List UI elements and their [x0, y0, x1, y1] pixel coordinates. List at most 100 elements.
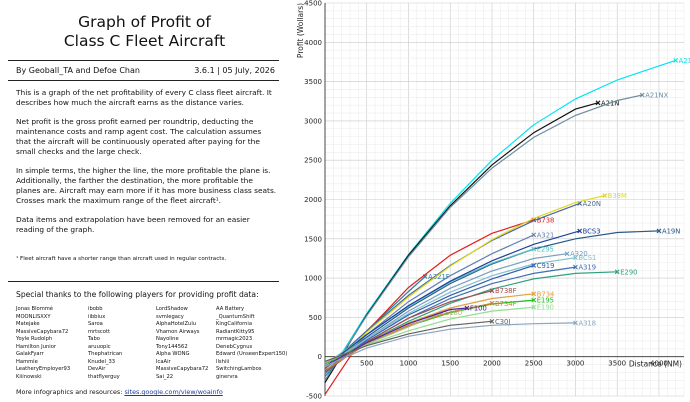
- series-label: C919: [537, 262, 555, 270]
- y-tick-label: 4000: [304, 39, 322, 47]
- series-line: [324, 234, 534, 375]
- range-marker: [489, 288, 495, 294]
- contributor-name: Matejake: [16, 321, 40, 327]
- series-label: A19N: [662, 227, 680, 235]
- y-tick-label: 1500: [304, 235, 322, 243]
- paragraph-1: This is a graph of the net profitability…: [16, 88, 272, 107]
- contributor-name: LordShadow: [156, 306, 188, 312]
- series-label: F100: [470, 304, 487, 312]
- series-line: [324, 271, 618, 365]
- contributor-name: ginervra: [216, 373, 238, 380]
- range-marker: [602, 193, 608, 198]
- contributor-name: Yoyle Rudolph: [16, 336, 53, 342]
- series-label: B734F: [495, 300, 517, 308]
- contributor-name: mrtscott: [88, 328, 111, 335]
- y-axis-label: Profit (Wollars): [296, 3, 305, 58]
- x-axis-label: Distance (NM): [629, 360, 682, 369]
- series-line: [324, 59, 676, 381]
- contributor-name: svmlegacy: [156, 313, 184, 320]
- contributor-name: KingCalifornia: [216, 321, 253, 327]
- y-tick-label: -500: [306, 393, 322, 401]
- series-label: E195: [537, 297, 554, 305]
- x-tick-label: 500: [360, 360, 373, 368]
- range-marker: [531, 304, 537, 310]
- description: This is a graph of the net profitability…: [16, 88, 278, 244]
- authors: By Geoball_TA and Defoe Chan: [16, 66, 140, 75]
- y-tick-label: 4500: [304, 0, 322, 8]
- y-tick-label: 500: [309, 314, 322, 322]
- contributor-name: Knudel_33: [88, 358, 116, 365]
- paragraph-4: Data items and extrapolation have been r…: [16, 215, 250, 234]
- series-line: [324, 290, 493, 373]
- series-line: [324, 320, 493, 362]
- contributor-name: RadiantKitty95: [216, 328, 255, 335]
- contributor-name: Jonas Blommé: [16, 306, 53, 312]
- series-label: C30J: [495, 318, 510, 326]
- series-label: A21NX: [645, 91, 668, 99]
- names-column: LordShadow svmlegacy AlphaHotelZulu Vhamon …: [156, 306, 208, 381]
- contributor-name: Vhamon Airways: [156, 328, 200, 335]
- contributor-name: DenebCygnus: [216, 343, 253, 350]
- series-label: A320: [570, 250, 588, 258]
- paragraph-2: Net profit is the gross profit earned pe…: [16, 117, 262, 156]
- contributor-name: Alpha WONG: [156, 351, 190, 357]
- x-tick-label: 3000: [567, 360, 585, 368]
- contributor-name: LeatheryEmployer93: [16, 366, 71, 372]
- contributor-name: GalakFyarr: [16, 351, 44, 357]
- series-label: A321F: [428, 273, 450, 281]
- info-panel: Graph of Profit of Class C Fleet Aircraf…: [0, 0, 289, 402]
- range-marker: [614, 269, 620, 275]
- series-label: B738: [537, 216, 555, 224]
- y-tick-label: 2000: [304, 196, 322, 204]
- series-label: BCS1: [578, 254, 596, 262]
- contributor-name: Tony144562: [156, 343, 188, 350]
- y-tick-label: 2500: [304, 157, 322, 165]
- series-line: [324, 230, 660, 369]
- range-marker: [673, 57, 679, 63]
- range-marker: [489, 300, 495, 306]
- version-date: 3.6.1 | 05 July, 2026: [194, 66, 275, 75]
- contributor-name: Nayoline: [156, 336, 179, 342]
- series-label: A319: [578, 264, 596, 272]
- x-tick-label: 1000: [400, 360, 418, 368]
- more-label: More infographics and resources:: [16, 388, 123, 396]
- paragraph-3: In simple terms, the higher the line, th…: [16, 166, 277, 205]
- range-marker: [573, 255, 578, 261]
- contributor-name: Tabo: [88, 336, 100, 342]
- contributor-name: MassiveCapybara72: [156, 366, 209, 372]
- series-label: A318: [578, 319, 596, 327]
- contributor-name: _QuantumShift: [216, 313, 255, 320]
- contributor-name: Hammie: [16, 358, 38, 365]
- series-line: [324, 302, 493, 371]
- resources-link[interactable]: sites.google.com/view/woainfo: [124, 388, 223, 396]
- contributor-name: Kiiinowski: [16, 373, 42, 380]
- contributor-name: DevAir: [88, 366, 106, 372]
- contributor-name: AA Battery: [216, 306, 245, 312]
- page-title: Graph of Profit of Class C Fleet Aircraf…: [0, 13, 289, 51]
- contributor-name: Saroa: [88, 321, 103, 327]
- title-line-2: Class C Fleet Aircraft: [63, 32, 226, 50]
- footnote: ¹ Fleet aircraft have a shorter range th…: [16, 256, 227, 262]
- contributor-name: MOONLISXXY: [16, 313, 51, 320]
- range-marker: [531, 297, 537, 303]
- series-label: B38M: [608, 192, 627, 200]
- contributor-name: Edward (UnseenExpert150): [216, 351, 288, 357]
- range-marker: [577, 228, 583, 234]
- contributor-name: iibbiux: [88, 313, 106, 320]
- y-tick-label: 3500: [304, 78, 322, 86]
- x-tick-label: 2000: [483, 360, 501, 368]
- y-tick-label: 1000: [304, 275, 322, 283]
- contributor-name: aruuopic: [88, 343, 111, 350]
- series-line: [324, 195, 605, 373]
- x-tick-label: 2500: [525, 360, 543, 368]
- divider: [8, 60, 279, 61]
- series-line: [324, 264, 534, 372]
- series-line: [324, 94, 643, 381]
- y-tick-label: 0: [318, 353, 322, 361]
- range-marker: [656, 228, 662, 234]
- range-marker: [531, 263, 537, 268]
- x-tick-label: 3500: [608, 360, 626, 368]
- names-column: AA Battery _QuantumShift KingCalifornia Rad…: [216, 306, 287, 381]
- range-marker: [573, 264, 578, 270]
- series-line: [324, 257, 576, 368]
